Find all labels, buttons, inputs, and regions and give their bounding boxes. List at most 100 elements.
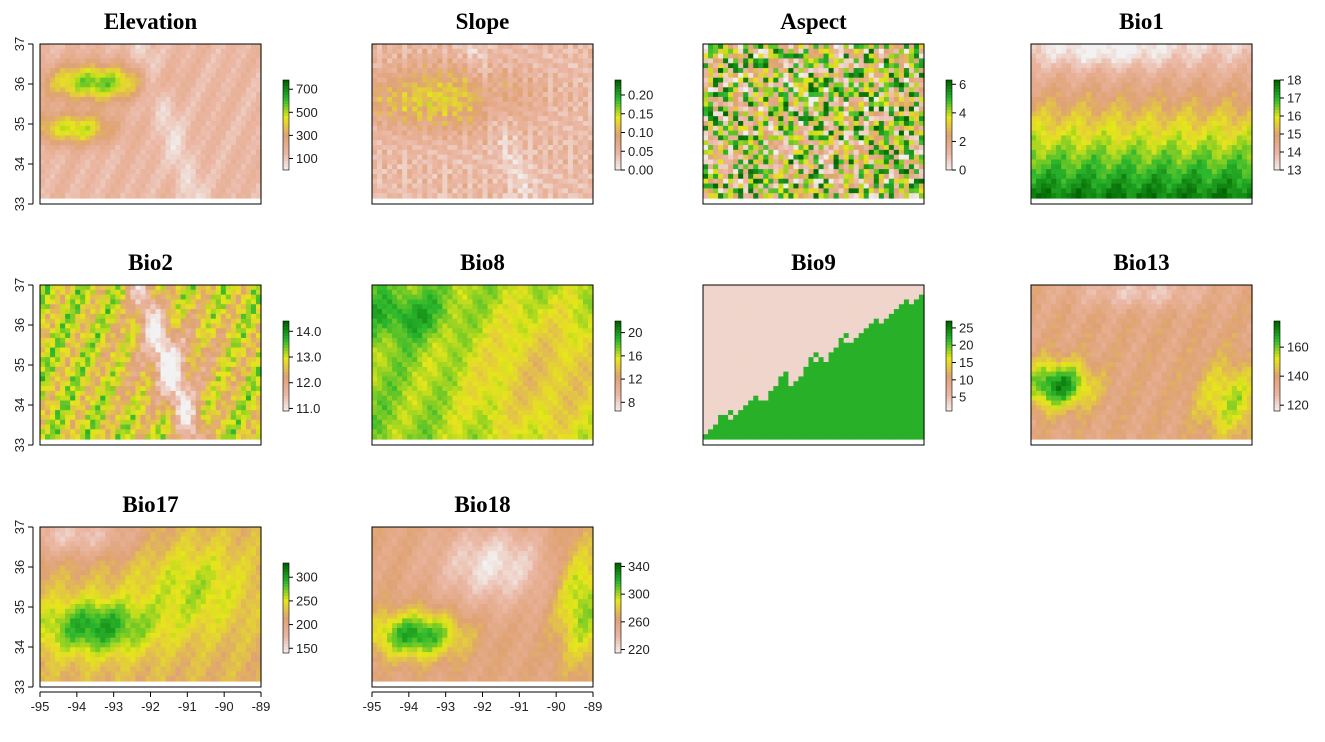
heatmap-cell: [452, 58, 458, 64]
heatmap-cell: [1176, 48, 1183, 55]
heatmap-cell: [437, 140, 443, 146]
heatmap-cell: [728, 116, 734, 122]
heatmap-cell: [728, 58, 734, 64]
heatmap-cell: [90, 121, 96, 127]
heatmap-cell: [482, 188, 489, 194]
heatmap-cell: [863, 48, 870, 55]
heatmap-cell: [542, 101, 549, 108]
legend-tick-label: 0.05: [628, 144, 653, 159]
heatmap-cell: [1136, 72, 1143, 79]
heatmap-cell: [50, 68, 56, 74]
heatmap-cell: [507, 169, 514, 175]
heatmap-cell: [873, 121, 880, 127]
heatmap-cell: [738, 140, 744, 146]
heatmap-cell: [130, 116, 137, 122]
heatmap-cell: [713, 169, 719, 175]
heatmap-cell: [487, 145, 494, 151]
legend-swatch: [283, 98, 289, 102]
heatmap-cell: [542, 121, 549, 127]
heatmap-cell: [878, 111, 885, 117]
heatmap-cell: [512, 72, 519, 79]
heatmap-cell: [377, 72, 383, 79]
heatmap-cell: [135, 58, 142, 64]
heatmap-cell: [798, 96, 805, 103]
heatmap-cell: [532, 106, 539, 112]
heatmap-cell: [397, 48, 403, 55]
heatmap-cell: [407, 164, 413, 170]
heatmap-cell: [185, 87, 192, 93]
heatmap-cell: [80, 183, 86, 189]
heatmap-cell: [105, 87, 111, 93]
heatmap-cell: [185, 44, 192, 50]
heatmap-cell: [723, 140, 729, 146]
heatmap-cell: [180, 48, 187, 55]
heatmap-cell: [808, 82, 815, 88]
heatmap-cell: [763, 96, 769, 103]
heatmap-cell: [447, 116, 453, 122]
heatmap-cell: [387, 101, 393, 108]
heatmap-cell: [778, 130, 784, 137]
heatmap-cell: [843, 183, 850, 189]
heatmap-cell: [808, 87, 815, 93]
heatmap-cell: [718, 125, 724, 132]
heatmap-cell: [85, 159, 91, 165]
heatmap-cell: [115, 111, 121, 117]
heatmap-cell: [848, 154, 855, 161]
heatmap-cell: [492, 82, 499, 88]
heatmap-cell: [472, 169, 479, 175]
heatmap-cell: [843, 145, 850, 151]
heatmap-cell: [1211, 53, 1218, 60]
heatmap-cell: [823, 116, 830, 122]
heatmap-cell: [462, 111, 469, 117]
heatmap-cell: [893, 48, 900, 55]
heatmap-cell: [773, 140, 779, 146]
heatmap-cell: [70, 48, 76, 55]
heatmap-cell: [215, 68, 222, 74]
heatmap-cell: [743, 140, 749, 146]
heatmap-cell: [703, 154, 709, 161]
heatmap-cell: [457, 159, 464, 165]
heatmap-cell: [240, 159, 247, 165]
heatmap-cell: [557, 145, 564, 151]
heatmap-cell: [125, 183, 132, 189]
heatmap-cell: [165, 193, 172, 199]
heatmap-cell: [452, 121, 458, 127]
heatmap-cell: [562, 125, 569, 132]
heatmap-cell: [165, 145, 172, 151]
heatmap-cell: [898, 111, 905, 117]
heatmap-cell: [472, 106, 479, 112]
heatmap-cell: [372, 135, 378, 141]
heatmap-cell: [185, 63, 192, 69]
heatmap-cell: [412, 44, 418, 50]
heatmap-cell: [1031, 96, 1037, 103]
heatmap-cell: [908, 178, 915, 185]
heatmap-cell: [482, 121, 489, 127]
heatmap-cell: [110, 149, 116, 156]
heatmap-cell: [1201, 72, 1208, 79]
legend-tick-label: 0: [959, 163, 966, 178]
heatmap-cell: [547, 159, 554, 165]
heatmap-cell: [90, 44, 96, 50]
heatmap-cell: [437, 77, 443, 84]
heatmap-cell: [557, 87, 564, 93]
heatmap-cell: [155, 106, 162, 112]
heatmap-cell: [1086, 87, 1092, 93]
heatmap-cell: [382, 87, 388, 93]
heatmap-cell: [417, 145, 423, 151]
heatmap-cell: [195, 125, 202, 132]
heatmap-cell: [1091, 111, 1097, 117]
heatmap-cell: [542, 135, 549, 141]
heatmap-cell: [170, 164, 177, 170]
heatmap-cell: [1231, 58, 1238, 64]
heatmap-cell: [738, 44, 744, 50]
heatmap-cell: [170, 111, 177, 117]
heatmap-cell: [125, 145, 132, 151]
heatmap-cell: [1051, 53, 1057, 60]
heatmap-cell: [577, 58, 584, 64]
heatmap-cell: [748, 183, 754, 189]
heatmap-cell: [135, 48, 142, 55]
heatmap-cell: [542, 130, 549, 137]
heatmap-cell: [80, 92, 86, 98]
heatmap-cell: [1031, 53, 1037, 60]
heatmap-cell: [140, 77, 147, 84]
